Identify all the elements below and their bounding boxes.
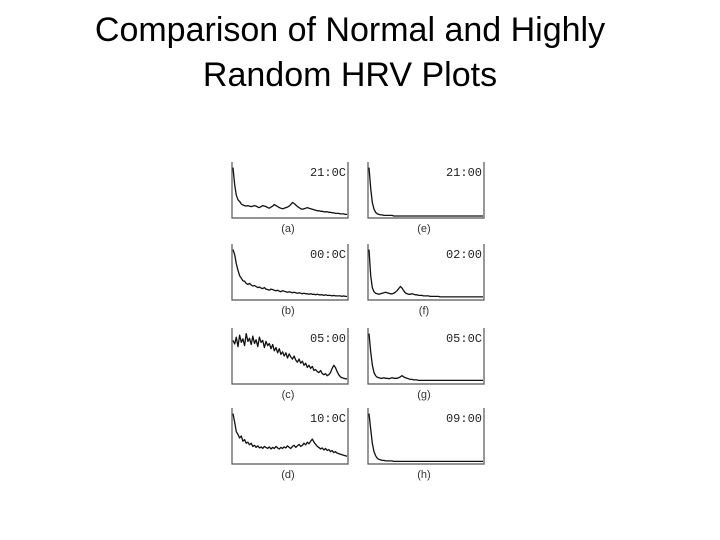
hrv-plot-h: 09:00 (h): [364, 404, 488, 484]
hrv-plot-g-svg: 05:0C (g): [367, 328, 485, 401]
hrv-plot-d-svg: 10:0C (d): [231, 408, 349, 481]
title-line-1: Comparison of Normal and Highly: [94, 11, 606, 49]
plot-panel-label: (c): [282, 389, 295, 401]
hrv-plot-d: 10:0C (d): [228, 404, 352, 484]
hrv-plot-e: 21:00 (e): [364, 158, 488, 238]
hrv-plot-c: 05:00 (c): [228, 324, 352, 404]
hrv-series-line: [368, 167, 483, 217]
plot-frame: [367, 328, 485, 385]
hrv-plot-a-svg: 21:0C (a): [231, 162, 349, 235]
hrv-series-line: [232, 413, 348, 457]
plot-frame: [367, 162, 485, 219]
plot-panel-label: (g): [417, 389, 430, 401]
plot-panel-label: (d): [281, 469, 294, 481]
plot-time-label: 00:0C: [310, 248, 346, 262]
title-line-2: Random HRV Plots: [202, 56, 498, 94]
plot-panel-label: (h): [417, 469, 430, 481]
plot-time-label: 09:00: [446, 412, 482, 426]
plot-frame: [231, 162, 349, 219]
plot-frame: [231, 244, 349, 301]
plot-time-label: 02:00: [446, 248, 482, 262]
hrv-series-line: [368, 413, 483, 463]
plot-time-label: 05:00: [310, 332, 346, 346]
hrv-series-line: [368, 249, 483, 298]
hrv-plot-grid: 21:0C (a) 21:00 (e) 00:0C (b) 02:00 (f) 05:0…: [228, 158, 498, 488]
plot-panel-label: (b): [281, 305, 294, 317]
plot-panel-label: (f): [419, 305, 429, 317]
hrv-plot-g: 05:0C (g): [364, 324, 488, 404]
hrv-plot-c-svg: 05:00 (c): [231, 328, 349, 401]
hrv-plot-e-svg: 21:00 (e): [367, 162, 485, 235]
plot-frame: [231, 408, 349, 465]
hrv-plot-f-svg: 02:00 (f): [367, 244, 485, 317]
plot-frame: [367, 408, 485, 465]
hrv-plot-f: 02:00 (f): [364, 240, 488, 320]
plot-time-label: 10:0C: [310, 412, 346, 426]
hrv-series-line: [232, 167, 347, 216]
slide-title: Comparison of Normal and Highly Random H…: [0, 8, 700, 98]
plot-time-label: 21:0C: [310, 166, 346, 180]
hrv-series-line: [368, 333, 483, 382]
plot-frame: [231, 328, 349, 385]
plot-time-label: 05:0C: [446, 332, 482, 346]
hrv-plot-h-svg: 09:00 (h): [367, 408, 485, 481]
plot-panel-label: (e): [417, 223, 430, 235]
plot-frame: [367, 244, 485, 301]
plot-time-label: 21:00: [446, 166, 482, 180]
hrv-plot-a: 21:0C (a): [228, 158, 352, 238]
hrv-plot-b-svg: 00:0C (b): [231, 244, 349, 317]
hrv-plot-b: 00:0C (b): [228, 240, 352, 320]
hrv-series-line: [232, 332, 347, 380]
plot-panel-label: (a): [281, 223, 294, 235]
hrv-series-line: [232, 249, 347, 298]
